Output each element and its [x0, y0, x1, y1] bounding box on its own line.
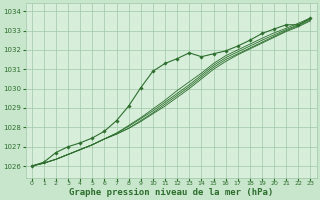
- X-axis label: Graphe pression niveau de la mer (hPa): Graphe pression niveau de la mer (hPa): [69, 188, 273, 197]
